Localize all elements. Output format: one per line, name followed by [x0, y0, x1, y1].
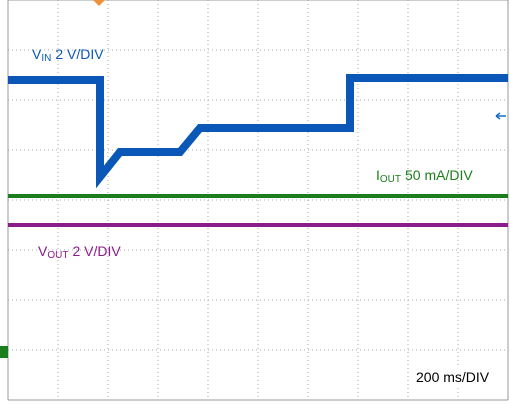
timebase-bg: [410, 365, 506, 387]
trace-label: VIN 2 V/DIV: [32, 46, 104, 64]
label-scale: 50 mA/DIV: [405, 167, 473, 183]
label-scale: 2 V/DIV: [72, 243, 121, 259]
trace-label: IOUT 50 mA/DIV: [376, 167, 473, 185]
level-marker: [495, 112, 506, 120]
trace: [8, 74, 508, 189]
trace-label: VOUT 2 V/DIV: [38, 243, 121, 261]
label-symbol: I: [376, 167, 380, 183]
trigger-marker: [93, 0, 105, 6]
label-scale: 2 V/DIV: [55, 46, 104, 62]
label-symbol: V: [32, 46, 42, 62]
label-symbol: V: [38, 243, 48, 259]
label-subscript: OUT: [380, 174, 401, 185]
ground-marker: [0, 346, 8, 358]
label-subscript: OUT: [47, 250, 68, 261]
label-subscript: IN: [41, 53, 51, 64]
timebase-label: 200 ms/DIV: [416, 369, 490, 385]
